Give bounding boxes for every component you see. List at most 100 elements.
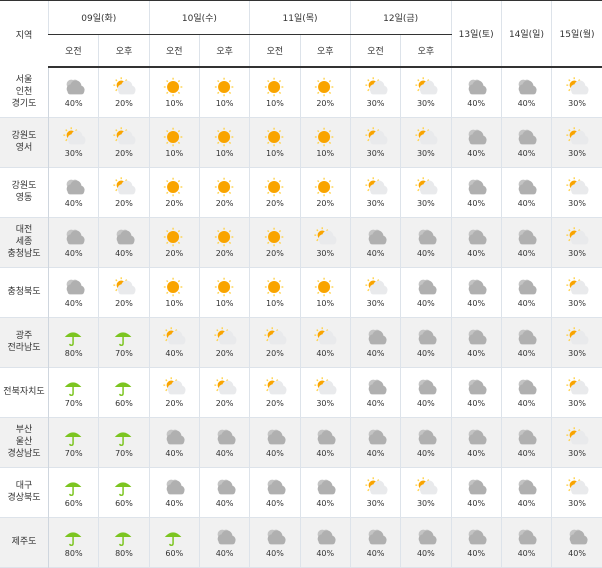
forecast-cell: 40% bbox=[450, 167, 502, 217]
region-header: 지역 bbox=[0, 0, 49, 67]
precipitation-chance: 40% bbox=[416, 549, 435, 558]
forecast-cell: 70% bbox=[47, 367, 99, 417]
day-header: 11일(목) bbox=[249, 0, 351, 35]
cloudy-icon bbox=[301, 476, 350, 498]
forecast-cell: 80% bbox=[98, 517, 150, 567]
precipitation-chance: 40% bbox=[416, 349, 435, 358]
region-name: 강원도 영동 bbox=[0, 167, 49, 217]
forecast-cell: 10% bbox=[299, 267, 351, 317]
forecast-cell: 30% bbox=[349, 167, 401, 217]
forecast-cell: 30% bbox=[551, 467, 602, 517]
partly-cloudy-icon bbox=[351, 176, 400, 198]
precipitation-chance: 40% bbox=[517, 199, 536, 208]
forecast-cell: 40% bbox=[500, 317, 552, 367]
am-header: 오전 bbox=[148, 34, 200, 68]
forecast-cell: 20% bbox=[148, 217, 200, 267]
region-line: 강원도 bbox=[11, 131, 37, 141]
region-name: 서울 인천 경기도 bbox=[0, 67, 49, 117]
pm-header: 오후 bbox=[299, 34, 351, 68]
precipitation-chance: 10% bbox=[215, 99, 234, 109]
cloudy-icon bbox=[452, 426, 501, 448]
region-line: 인천 bbox=[15, 86, 33, 97]
partly-cloudy-icon bbox=[401, 126, 450, 148]
forecast-cell: 10% bbox=[148, 67, 200, 117]
precipitation-chance: 30% bbox=[366, 199, 385, 208]
precipitation-chance: 40% bbox=[568, 549, 586, 558]
cloudy-icon bbox=[502, 226, 551, 248]
region-name: 대구 경상북도 bbox=[0, 467, 49, 517]
forecast-cell: 80% bbox=[47, 517, 99, 567]
cloudy-icon bbox=[401, 226, 450, 248]
precipitation-chance: 20% bbox=[115, 99, 133, 109]
pm-header: 오후 bbox=[198, 34, 250, 68]
cloudy-icon bbox=[200, 476, 249, 498]
precipitation-chance: 30% bbox=[416, 499, 435, 508]
precipitation-chance: 40% bbox=[266, 449, 284, 458]
day-header: 10일(수) bbox=[148, 0, 250, 35]
forecast-cell: 40% bbox=[299, 467, 351, 517]
forecast-cell: 40% bbox=[47, 67, 99, 117]
forecast-cell: 20% bbox=[198, 167, 250, 217]
sunny-icon bbox=[150, 276, 199, 298]
precipitation-chance: 20% bbox=[266, 249, 284, 258]
forecast-cell: 30% bbox=[349, 117, 401, 167]
region-line: 광주 bbox=[15, 331, 33, 341]
partly-cloudy-icon bbox=[552, 76, 602, 98]
forecast-cell: 20% bbox=[198, 317, 250, 367]
precipitation-chance: 80% bbox=[115, 549, 133, 558]
forecast-cell: 40% bbox=[299, 317, 351, 367]
precipitation-chance: 20% bbox=[165, 399, 184, 408]
forecast-cell: 40% bbox=[500, 217, 552, 267]
forecast-cell: 40% bbox=[400, 367, 451, 417]
partly-cloudy-icon bbox=[301, 226, 350, 248]
precipitation-chance: 40% bbox=[467, 199, 486, 208]
forecast-cell: 40% bbox=[551, 517, 602, 567]
forecast-cell: 30% bbox=[551, 67, 602, 117]
sunny-icon bbox=[301, 126, 350, 148]
forecast-cell: 80% bbox=[47, 317, 99, 367]
cloudy-icon bbox=[502, 426, 551, 448]
forecast-cell: 20% bbox=[299, 67, 351, 117]
forecast-cell: 40% bbox=[400, 267, 451, 317]
cloudy-icon bbox=[401, 376, 450, 398]
sunny-icon bbox=[250, 176, 299, 198]
forecast-cell: 20% bbox=[249, 367, 301, 417]
precipitation-chance: 10% bbox=[316, 149, 335, 158]
cloudy-icon bbox=[49, 76, 98, 98]
precipitation-chance: 80% bbox=[64, 349, 83, 358]
forecast-cell: 40% bbox=[299, 417, 351, 467]
region-line: 대전 bbox=[15, 225, 33, 235]
precipitation-chance: 40% bbox=[467, 449, 486, 458]
forecast-cell: 30% bbox=[551, 167, 602, 217]
forecast-cell: 40% bbox=[500, 417, 552, 467]
precipitation-chance: 40% bbox=[366, 249, 385, 258]
precipitation-chance: 30% bbox=[366, 99, 385, 109]
cloudy-icon bbox=[49, 226, 98, 248]
forecast-cell: 10% bbox=[198, 117, 250, 167]
cloudy-icon bbox=[49, 276, 98, 298]
forecast-cell: 30% bbox=[551, 117, 602, 167]
precipitation-chance: 40% bbox=[115, 249, 133, 258]
forecast-cell: 30% bbox=[400, 67, 451, 117]
rain-umbrella-icon bbox=[49, 476, 98, 498]
cloudy-icon bbox=[452, 376, 501, 398]
precipitation-chance: 70% bbox=[115, 449, 133, 458]
table-row: 제주도 80% 80% 60% 40% 40% 40% 40% 40% 40% 40% 40% bbox=[0, 517, 602, 567]
partly-cloudy-icon bbox=[401, 476, 450, 498]
day-header: 13일(토) bbox=[450, 0, 502, 68]
forecast-cell: 40% bbox=[47, 167, 99, 217]
table-row: 강원도 영서 30% 20% 10% 10% 10% 10% 30% 30% 40% 40% 30% bbox=[0, 117, 602, 167]
precipitation-chance: 20% bbox=[266, 349, 284, 358]
cloudy-icon bbox=[301, 526, 350, 548]
precipitation-chance: 40% bbox=[517, 299, 536, 308]
sunny-icon bbox=[301, 276, 350, 298]
precipitation-chance: 30% bbox=[568, 199, 586, 208]
region-name: 대전 세종 충청남도 bbox=[0, 217, 49, 267]
precipitation-chance: 30% bbox=[316, 249, 335, 258]
precipitation-chance: 20% bbox=[316, 199, 335, 208]
forecast-cell: 40% bbox=[349, 417, 401, 467]
partly-cloudy-icon bbox=[351, 476, 400, 498]
forecast-cell: 40% bbox=[450, 317, 502, 367]
precipitation-chance: 70% bbox=[64, 399, 83, 408]
partly-cloudy-icon bbox=[552, 226, 602, 248]
